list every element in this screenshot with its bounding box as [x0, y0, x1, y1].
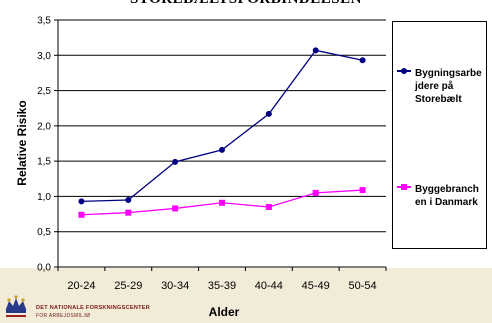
x-tick-label: 35-39 [208, 280, 236, 292]
data-point [125, 209, 132, 216]
y-tick-label: 1,0 [37, 192, 51, 203]
x-tick-label: 20-24 [67, 280, 95, 292]
y-tick-label: 3,5 [37, 16, 51, 27]
legend-marker-circle-icon [401, 68, 407, 74]
x-tick-label: 50-54 [349, 280, 377, 292]
data-point [312, 47, 319, 54]
y-tick-label: 1,5 [37, 157, 51, 168]
y-tick-label: 0,5 [37, 227, 51, 238]
y-axis-label: Relative Risiko [15, 100, 29, 186]
x-tick-label: 40-44 [255, 280, 283, 292]
data-point [172, 205, 179, 212]
data-point [265, 204, 272, 211]
data-point [265, 110, 272, 117]
data-point [125, 196, 132, 203]
org-name: DET NATIONALE FORSKNINGSCENTER [36, 305, 151, 311]
legend-label-series-1: Bygningsarbe jdere på Storebælt [415, 67, 487, 106]
crown-logo-icon [6, 295, 26, 317]
legend-marker-square-icon [401, 184, 407, 190]
legend-label-series-2: Byggebranch en i Danmark [415, 183, 487, 209]
org-subtitle: FOR ARBEJDSMILJØ [36, 313, 91, 319]
x-tick-label: 45-49 [302, 280, 330, 292]
legend-label-line: Bygningsarbe [415, 68, 482, 79]
data-point [78, 198, 85, 205]
data-point [172, 158, 179, 165]
legend-label-line: Storebælt [415, 94, 462, 105]
data-point [359, 187, 366, 194]
footer-band [0, 268, 492, 323]
data-point [78, 211, 85, 218]
x-tick-label: 30-34 [161, 280, 189, 292]
data-point [359, 57, 366, 64]
legend-label-line: en i Danmark [415, 197, 478, 208]
x-axis-label: Alder [208, 305, 240, 319]
data-point [219, 199, 225, 206]
data-point [312, 189, 319, 196]
x-tick-label: 25-29 [114, 280, 142, 292]
y-tick-label: 3,0 [37, 51, 51, 62]
y-tick-label: 2,0 [37, 121, 51, 132]
legend-label-line: jdere på [415, 81, 454, 92]
y-tick-label: 2,5 [37, 86, 51, 97]
chart-title: STOREBÆLTSFORBINDELSEN [0, 0, 492, 8]
legend: Bygningsarbe jdere på Storebælt Byggebra… [392, 21, 487, 249]
legend-label-line: Byggebranch [415, 184, 479, 195]
data-point [219, 146, 225, 153]
y-tick-label: 0,0 [37, 263, 51, 274]
